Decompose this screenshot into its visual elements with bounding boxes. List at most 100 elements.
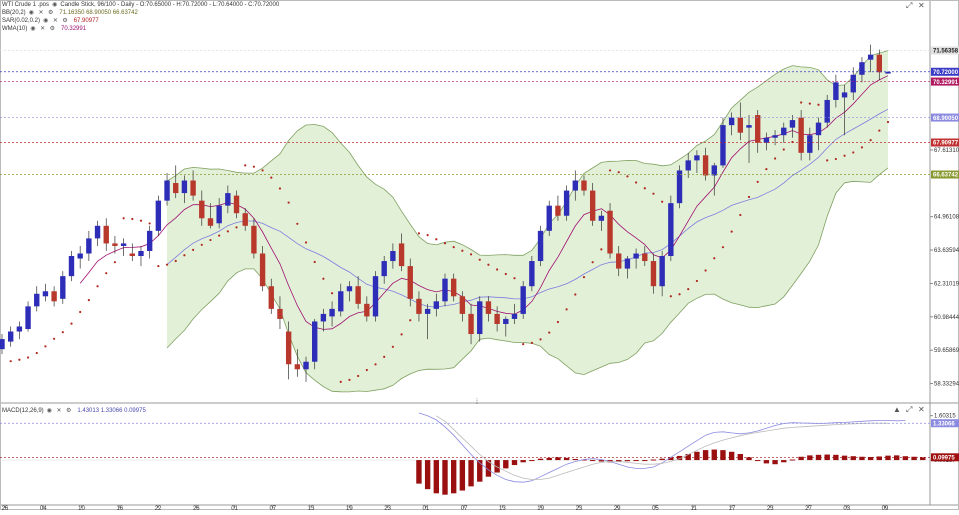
candle-body — [42, 291, 49, 297]
gear-icon[interactable]: ⚙ — [48, 10, 54, 16]
candle — [94, 220, 101, 246]
macd-histogram-bar — [503, 460, 509, 469]
macd-histogram-bar — [850, 456, 856, 461]
macd-histogram-bar — [876, 456, 883, 461]
time-tick-label: 23 — [384, 506, 391, 510]
sar-dot — [435, 238, 438, 241]
macd-histogram-bar — [416, 460, 422, 484]
candle — [781, 122, 787, 143]
candle — [68, 250, 75, 282]
bollinger-lower-line — [166, 167, 889, 393]
close-icon[interactable]: ✕ — [40, 26, 46, 32]
candle — [555, 195, 561, 221]
candle-body — [103, 225, 109, 244]
eye-icon[interactable]: ◉ — [46, 408, 52, 414]
sar-dot — [539, 338, 542, 341]
sar-dot — [634, 181, 638, 184]
sar-dot — [739, 213, 742, 217]
candle-body — [702, 155, 709, 176]
candle — [485, 296, 492, 322]
sar-dot — [122, 217, 125, 220]
macd-histogram-bar — [702, 450, 709, 461]
candle-body — [68, 256, 75, 277]
candle — [60, 271, 66, 304]
close-chart-icon[interactable]: ✕ — [918, 1, 925, 10]
macd-histogram-bar — [442, 460, 448, 495]
candle-body — [503, 318, 509, 324]
candle — [450, 273, 457, 302]
expand-macd-icon[interactable]: ⤢ — [906, 405, 913, 414]
sar-dot — [226, 230, 229, 233]
macd-histogram-bar — [520, 460, 526, 463]
macd-histogram-bar — [789, 459, 796, 461]
sar-dot — [704, 269, 707, 272]
macd-histogram-bar — [537, 458, 544, 461]
candle — [668, 195, 674, 262]
candle — [216, 198, 222, 229]
macd-histogram-bar — [668, 457, 674, 461]
candle — [381, 256, 387, 284]
sar-dot — [148, 222, 151, 225]
sar-dot — [235, 226, 238, 229]
sar-dot — [565, 308, 568, 311]
eye-icon[interactable]: ◉ — [30, 26, 36, 32]
candle — [607, 203, 613, 259]
sar-dot — [522, 343, 525, 346]
candle — [642, 245, 648, 267]
sar-dot — [513, 277, 516, 280]
close-icon[interactable]: ✕ — [56, 408, 62, 414]
candle — [398, 233, 405, 272]
gear-icon[interactable]: ⚙ — [62, 18, 68, 24]
expand-icon[interactable]: ⤢ — [906, 1, 913, 10]
parabolic-sar-layer — [9, 101, 890, 383]
macd-histogram-bar — [833, 454, 839, 461]
sar-dot — [191, 248, 195, 251]
candle — [616, 245, 622, 277]
eye-icon[interactable]: ◉ — [43, 18, 49, 24]
candle — [103, 218, 109, 251]
wma-line — [79, 75, 889, 330]
gear-icon[interactable]: ⚙ — [66, 408, 72, 414]
pane-resize-handle[interactable]: ⁞ — [476, 399, 478, 406]
macd-histogram-bar — [807, 455, 813, 461]
sar-dot — [782, 148, 785, 151]
candle-body — [225, 193, 231, 206]
sar-dot — [626, 175, 629, 178]
close-icon[interactable]: ✕ — [52, 18, 58, 24]
sar-dot — [105, 272, 108, 275]
candle-body — [720, 125, 726, 166]
candle-body — [433, 301, 440, 309]
candle-body — [268, 286, 274, 309]
candle-body — [155, 200, 162, 231]
sar-dot — [391, 345, 394, 348]
candle-body — [572, 180, 578, 191]
symbol-label: WTI Crude 1 .pos — [2, 2, 50, 8]
gear-icon[interactable]: ⚙ — [49, 26, 56, 32]
candle — [702, 147, 709, 181]
candle — [503, 316, 509, 337]
move-up-icon[interactable]: ▲ — [893, 405, 901, 414]
candle-body — [338, 291, 344, 312]
macd-histogram-bar — [711, 449, 717, 461]
candle-body — [737, 117, 744, 133]
macd-histogram-bar — [555, 457, 561, 461]
sar-dot — [296, 222, 299, 225]
macd-histogram-bar — [893, 455, 900, 461]
sar-dot — [61, 331, 64, 334]
candle-body — [207, 218, 214, 226]
sar-dot — [79, 310, 82, 314]
close-macd-icon[interactable]: ✕ — [918, 405, 925, 414]
price-tick-label: 67.61310 — [934, 148, 959, 154]
macd-histogram-bar — [911, 456, 917, 461]
candle-body — [728, 117, 735, 126]
eye-icon[interactable]: ◉ — [52, 2, 58, 8]
close-icon[interactable]: ✕ — [38, 10, 44, 16]
candle-body — [364, 303, 370, 317]
eye-icon[interactable]: ◉ — [28, 10, 34, 16]
macd-values: 1.43013 1.33066 0.09975 — [77, 408, 146, 414]
time-tick-label: 11 — [691, 506, 698, 510]
sar-dot — [322, 277, 325, 280]
candle-body — [494, 313, 500, 324]
sar-dot — [730, 230, 733, 233]
sar-dot — [131, 217, 134, 221]
